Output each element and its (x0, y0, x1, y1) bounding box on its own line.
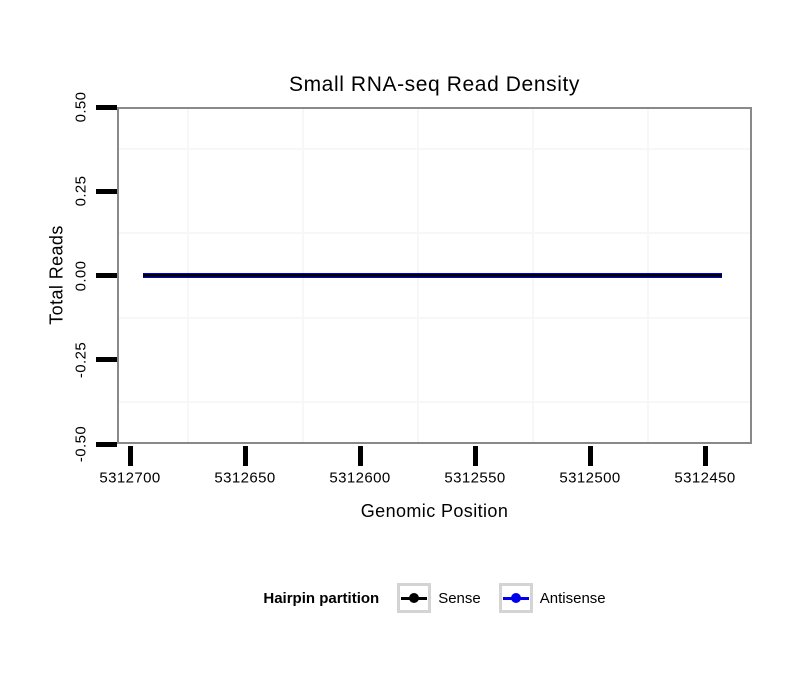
legend-title: Hairpin partition (263, 589, 380, 607)
legend-key-sense (397, 583, 432, 613)
x-axis-tick (472, 446, 478, 466)
x-axis-tick-label: 5312550 (444, 469, 506, 487)
y-axis-tick-label: 0.50 (72, 91, 90, 123)
x-axis-tick-label: 5312500 (559, 469, 621, 487)
legend-entries: Sense Antisense (397, 583, 606, 613)
y-axis-tick-label: 0.00 (72, 260, 90, 291)
y-axis-tick (96, 188, 117, 194)
y-axis-tick-label: 0.25 (72, 175, 90, 207)
x-axis-tick-label: 5312450 (674, 469, 736, 487)
x-axis-title: Genomic Position (360, 501, 509, 521)
y-axis-tick (96, 441, 117, 447)
legend-key-point-icon (409, 593, 420, 603)
x-axis-tick (242, 446, 248, 466)
legend-key-point-icon (510, 593, 521, 603)
minor-gridline-horizontal (119, 400, 750, 403)
x-axis-tick-label: 5312650 (214, 469, 276, 487)
legend: Hairpin partition Sense Antisense (117, 582, 752, 614)
x-axis-tick-label: 5312700 (99, 469, 161, 487)
y-axis-tick-label: -0.50 (72, 425, 90, 463)
plot-panel (117, 107, 752, 444)
legend-key-antisense (498, 583, 533, 613)
minor-gridline-horizontal (119, 148, 750, 151)
series-line-sense (143, 274, 722, 277)
y-axis-title: Total Reads (46, 225, 67, 325)
minor-gridline-horizontal (119, 232, 750, 235)
legend-label-antisense: Antisense (539, 589, 606, 607)
y-axis-tick (96, 273, 117, 278)
x-axis-tick (127, 446, 133, 466)
x-axis-tick (702, 446, 708, 466)
y-axis-tick (96, 357, 117, 363)
chart-title: Small RNA-seq Read Density (288, 73, 581, 96)
y-axis-tick-label: -0.25 (72, 341, 90, 378)
minor-gridline-horizontal (119, 316, 750, 319)
legend-label-sense: Sense (438, 589, 481, 607)
x-axis-tick (587, 446, 593, 466)
x-axis-tick (357, 446, 363, 466)
x-axis-tick-label: 5312600 (329, 469, 391, 487)
y-axis-tick (96, 104, 117, 110)
